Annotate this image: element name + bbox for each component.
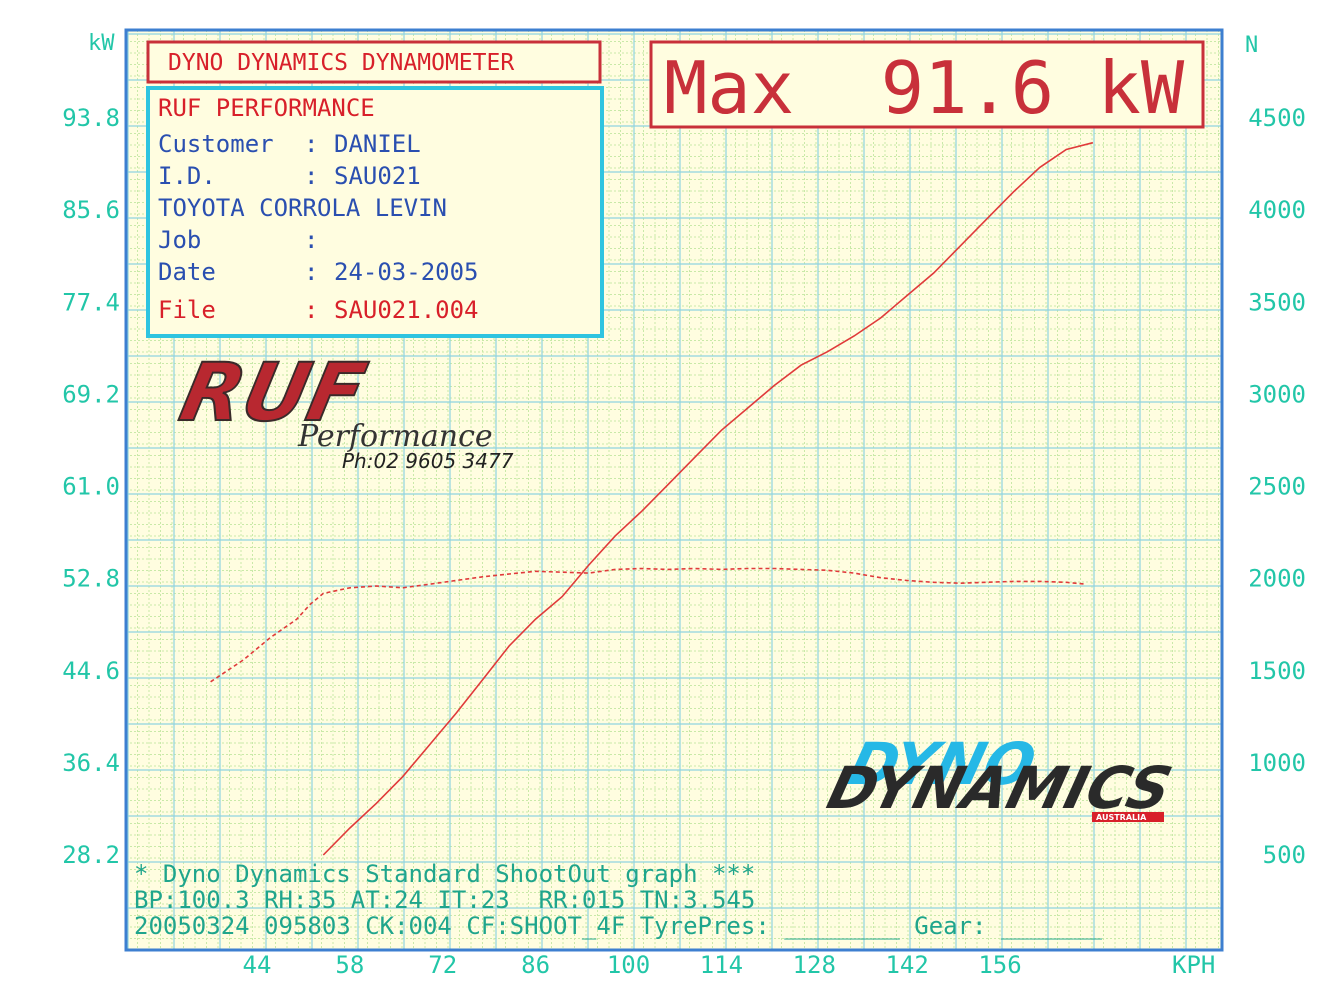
x-unit-label: KPH <box>1172 951 1215 979</box>
y-right-tick-label: 1500 <box>1248 657 1306 685</box>
customer-value: DANIEL <box>334 130 421 158</box>
max-box <box>649 40 1205 129</box>
customer-label: Customer <box>158 130 274 158</box>
company-name: RUF PERFORMANCE <box>158 94 375 122</box>
y-right-tick-label: 3000 <box>1248 380 1306 408</box>
y-right-tick-label: 2000 <box>1248 565 1306 593</box>
torque-curve <box>210 567 1087 683</box>
file-label: File <box>158 296 216 324</box>
file-value: SAU021.004 <box>334 296 479 324</box>
footer-line-1: * Dyno Dynamics Standard ShootOut graph … <box>134 860 755 888</box>
info-box <box>146 86 604 338</box>
y-right-unit-label: N <box>1245 33 1258 58</box>
y-left-tick-label: 69.2 <box>62 380 120 408</box>
x-tick-label: 114 <box>700 951 743 979</box>
y-left-tick-label: 28.2 <box>62 841 120 869</box>
ruf-logo-phone: Ph:02 9605 3477 <box>342 449 514 473</box>
dd-logo-country: AUSTRALIA <box>1096 813 1147 822</box>
y-left-tick-label: 77.4 <box>62 288 120 316</box>
dd-logo-line1: DYNO <box>842 730 1042 798</box>
x-tick-label: 100 <box>607 951 650 979</box>
vehicle-name: TOYOTA CORROLA LEVIN <box>158 194 447 222</box>
y-left-tick-label: 44.6 <box>62 657 120 685</box>
ruf-logo-text: RUF <box>173 347 374 440</box>
chart-frame <box>124 28 1224 952</box>
ruf-logo: RUF Performance Ph:02 9605 3477 <box>172 346 514 473</box>
y-right-tick-label: 4000 <box>1248 196 1306 224</box>
y-left-tick-label: 36.4 <box>62 749 120 777</box>
x-tick-label: 128 <box>793 951 836 979</box>
date-value: 24-03-2005 <box>334 258 479 286</box>
job-label: Job <box>158 226 201 254</box>
y-left-tick-label: 93.8 <box>62 104 120 132</box>
title-box <box>146 40 602 84</box>
chart-title: DYNO DYNAMICS DYNAMOMETER <box>168 50 514 76</box>
max-power-label: Max 91.6 kW <box>664 46 1185 130</box>
series-layer <box>210 141 1094 856</box>
x-tick-label: 58 <box>335 951 364 979</box>
file-sep: : <box>304 296 318 324</box>
y-right-tick-label: 1000 <box>1248 749 1306 777</box>
date-label: Date <box>158 258 216 286</box>
footer-line-2: BP:100.3 RH:35 AT:24 IT:23 RR:015 TN:3.5… <box>134 886 755 914</box>
dyno-dynamics-logo: DYNO DYNAMICS AUSTRALIA <box>821 730 1179 822</box>
tick-labels: 93.8 85.6 77.4 69.2 61.0 52.8 44.6 36.4 28.2 4500… <box>62 104 1306 979</box>
job-sep: : <box>304 226 318 254</box>
y-right-tick-label: 3500 <box>1248 288 1306 316</box>
dd-logo-bar <box>1092 812 1164 822</box>
x-tick-label: 142 <box>885 951 928 979</box>
id-label: I.D. <box>158 162 216 190</box>
ruf-logo-subtitle: Performance <box>297 419 493 454</box>
y-left-unit-label: kW <box>88 31 115 56</box>
x-tick-label: 72 <box>428 951 457 979</box>
x-tick-label: 86 <box>521 951 550 979</box>
y-left-tick-label: 85.6 <box>62 196 120 224</box>
y-right-tick-label: 500 <box>1263 841 1306 869</box>
y-left-tick-label: 61.0 <box>62 473 120 501</box>
footer-line-3: 20050324 095803 CK:004 CF:SHOOT_4F TyreP… <box>134 912 1103 940</box>
power-curve <box>322 141 1094 856</box>
y-left-tick-label: 52.8 <box>62 565 120 593</box>
x-tick-label: 44 <box>243 951 272 979</box>
customer-sep: : <box>304 130 318 158</box>
id-sep: : <box>304 162 318 190</box>
date-sep: : <box>304 258 318 286</box>
x-tick-label: 156 <box>978 951 1021 979</box>
id-value: SAU021 <box>334 162 421 190</box>
y-right-tick-label: 4500 <box>1248 104 1306 132</box>
dd-logo-line2: DYNAMICS <box>821 754 1178 822</box>
y-right-tick-label: 2500 <box>1248 473 1306 501</box>
